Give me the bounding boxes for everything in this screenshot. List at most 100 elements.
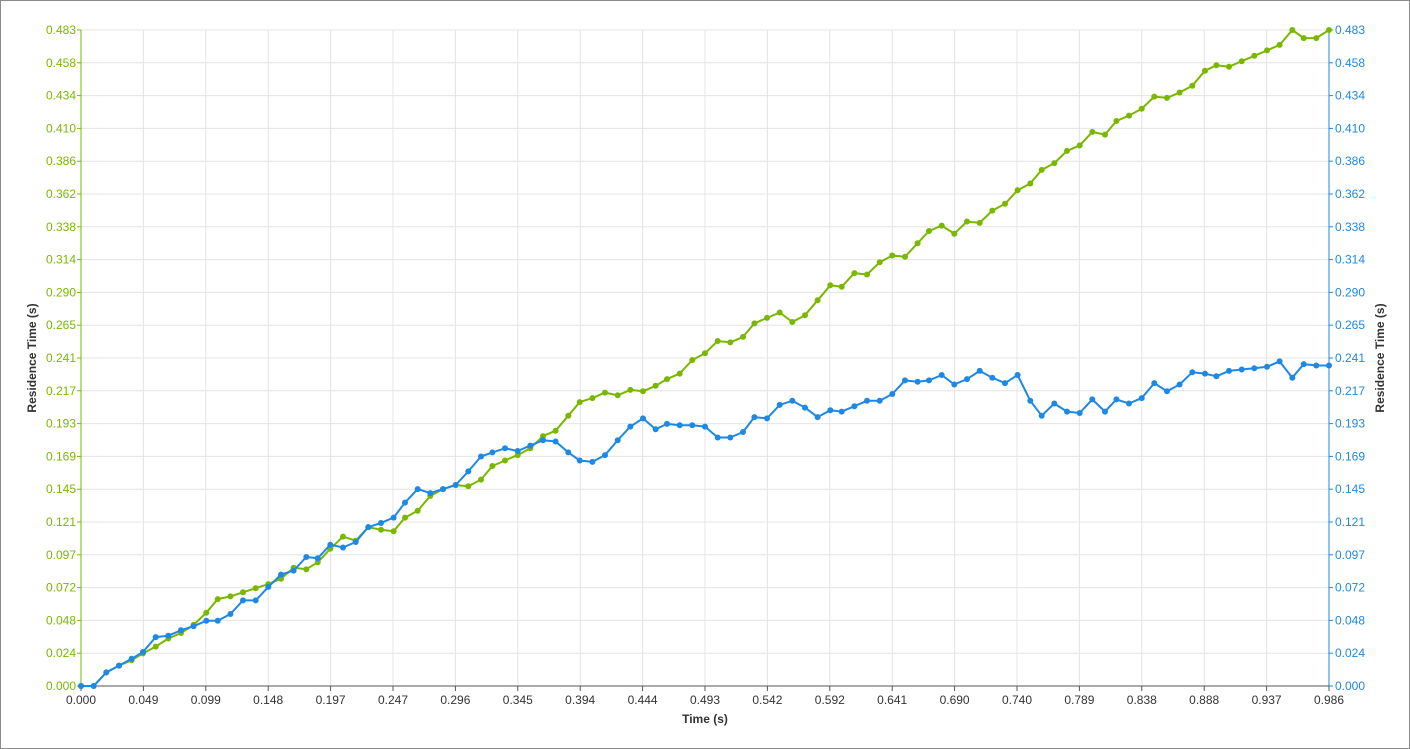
- series-right-point: [227, 611, 234, 617]
- y-tick-label-left: 0.265: [46, 318, 76, 332]
- x-tick-label: 0.740: [1002, 693, 1032, 707]
- x-axis-label: Time (s): [682, 712, 728, 726]
- series-left-point: [1089, 128, 1096, 135]
- x-tick-label: 0.099: [191, 693, 221, 707]
- y-tick-label-right: 0.458: [1335, 56, 1365, 70]
- series-left-point: [938, 222, 945, 229]
- series-right-point: [640, 415, 646, 422]
- series-left-point: [540, 433, 546, 440]
- series-right-point: [926, 377, 932, 384]
- y-tick-label-right: 0.121: [1335, 515, 1365, 529]
- series-left-point: [851, 270, 858, 277]
- series-left-point: [1113, 118, 1120, 124]
- x-tick-label: 0.592: [815, 693, 845, 707]
- series-left-point: [1189, 82, 1196, 89]
- x-tick-label: 0.690: [940, 693, 970, 707]
- series-right-point: [502, 445, 508, 452]
- series-right-point: [576, 457, 583, 464]
- x-tick-label: 0.937: [1252, 693, 1282, 707]
- series-right-point: [440, 486, 446, 493]
- series-right-point: [1300, 361, 1307, 368]
- series-right-point: [589, 458, 596, 465]
- y-axis-label-right: Residence Time (s): [1373, 303, 1387, 412]
- series-right-point: [178, 627, 184, 634]
- series-left-point: [764, 314, 770, 321]
- y-tick-label-left: 0.241: [46, 351, 76, 365]
- series-right-point: [290, 567, 297, 574]
- series-right-point: [1113, 396, 1120, 403]
- series-right-point: [964, 376, 970, 383]
- series-right-point: [252, 597, 259, 604]
- series-left-point: [252, 585, 259, 592]
- series-right-point: [1151, 380, 1158, 387]
- series-right-point: [827, 407, 834, 414]
- series-right-point: [1326, 362, 1332, 369]
- series-left-point: [478, 476, 484, 483]
- series-left-point: [1289, 27, 1296, 33]
- series-left-point: [714, 338, 721, 344]
- y-tick-label-right: 0.145: [1335, 482, 1365, 496]
- series-right-point: [1126, 400, 1132, 407]
- series-right-point: [1064, 408, 1070, 415]
- series-right-point: [378, 520, 384, 526]
- series-right-point: [390, 514, 397, 521]
- series-right-point: [465, 468, 472, 475]
- x-tick-label: 0.247: [378, 693, 408, 707]
- x-tick-label: 0.493: [690, 693, 720, 707]
- series-left-point: [889, 252, 896, 259]
- series-left-point: [702, 350, 708, 357]
- series-right-point: [240, 597, 246, 604]
- series-left-point: [1138, 105, 1145, 112]
- series-left-point: [689, 357, 696, 363]
- series-right-point: [427, 490, 434, 497]
- series-right-point: [352, 539, 359, 545]
- series-left-point: [614, 392, 621, 399]
- y-tick-label-left: 0.386: [46, 154, 76, 168]
- series-left-point: [1313, 35, 1320, 42]
- series-right-point: [1076, 410, 1083, 416]
- series-right-point: [414, 486, 421, 493]
- series-left-point: [864, 271, 870, 278]
- series-right-point: [751, 414, 758, 421]
- series-left-point: [814, 297, 821, 304]
- y-tick-label-right: 0.338: [1335, 220, 1365, 234]
- series-right-point: [565, 449, 572, 456]
- series-left-point: [827, 282, 834, 289]
- series-left-point: [1076, 142, 1083, 149]
- series-right-point: [214, 617, 221, 624]
- series-right-point: [1226, 367, 1232, 374]
- series-left-point: [514, 452, 521, 459]
- series-right-point: [116, 662, 122, 669]
- series-left-point: [1038, 166, 1045, 173]
- x-tick-label: 0.888: [1189, 693, 1219, 707]
- series-left-point: [1027, 180, 1034, 187]
- series-right-point: [203, 617, 210, 624]
- y-tick-label-left: 0.048: [46, 613, 76, 627]
- series-left-point: [964, 218, 970, 225]
- series-right-point: [552, 438, 559, 445]
- series-right-point: [152, 634, 159, 641]
- series-right-point: [314, 555, 321, 562]
- series-right-point: [902, 377, 908, 384]
- series-right-point: [278, 571, 284, 578]
- x-tick-label: 0.345: [503, 693, 533, 707]
- y-tick-label-right: 0.169: [1335, 449, 1365, 463]
- series-left-point: [214, 596, 221, 603]
- series-left-point: [402, 514, 408, 521]
- series-right-point: [478, 453, 484, 460]
- y-tick-label-left: 0.362: [46, 187, 76, 201]
- series-right-point: [540, 437, 546, 444]
- series-right-point: [1102, 408, 1108, 415]
- series-right-point: [838, 408, 845, 415]
- series-left-point: [902, 253, 908, 260]
- series-left-point: [489, 463, 496, 469]
- y-tick-label-left: 0.169: [46, 449, 76, 463]
- series-right-point: [1264, 363, 1270, 370]
- x-tick-label: 0.789: [1064, 693, 1094, 707]
- series-right-point: [889, 391, 896, 397]
- series-right-point: [740, 429, 746, 435]
- series-left-point: [989, 207, 996, 214]
- series-left-point: [1326, 27, 1332, 33]
- series-left-point: [240, 589, 246, 596]
- series-left-point: [1300, 35, 1307, 42]
